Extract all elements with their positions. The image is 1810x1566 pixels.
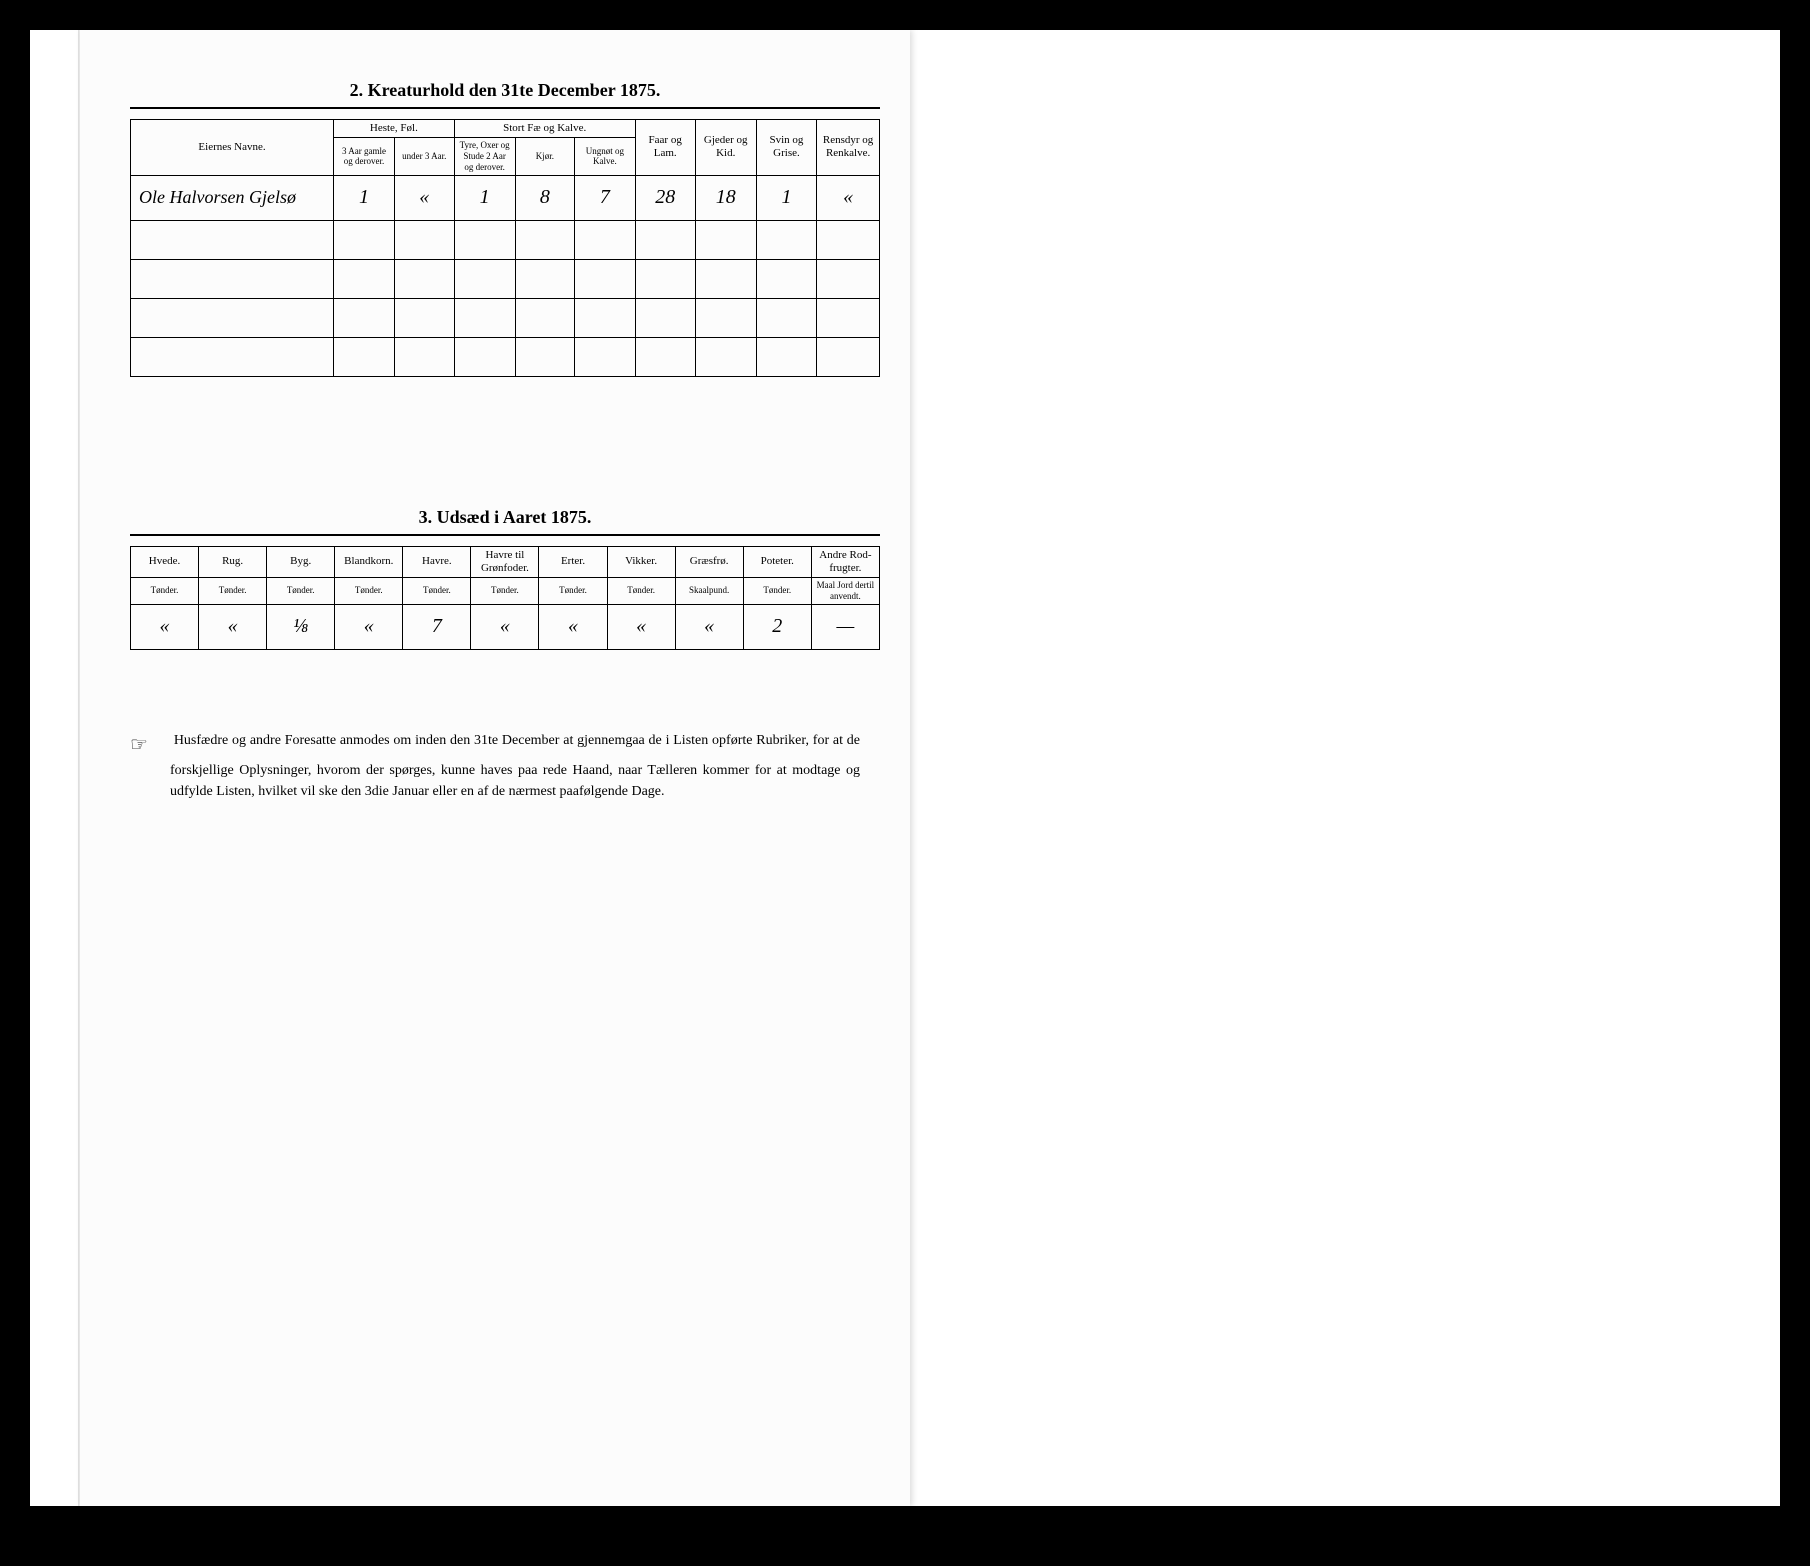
cell-vetch: « [607,604,675,649]
cell-horses-a: 1 [334,175,395,220]
th-cattle-b: Kjør. [515,138,575,175]
th-pigs: Svin og Grise. [756,120,817,176]
th-unit: Tønder. [335,577,403,604]
th-sheep: Faar og Lam. [635,120,695,176]
cell-potato: 2 [743,604,811,649]
th-unit: Tønder. [403,577,471,604]
th-grass: Græsfrø. [675,546,743,577]
cell-root: — [811,604,879,649]
cell-sheep: 28 [635,175,695,220]
cell-cattle-b: 8 [515,175,575,220]
th-vetch: Vikker. [607,546,675,577]
cell-pigs: 1 [756,175,817,220]
cell-oats: 7 [403,604,471,649]
th-cattle-c: Ungnøt og Kalve. [575,138,636,175]
th-cattle: Stort Fæ og Kalve. [454,120,635,138]
th-barley: Byg. [267,546,335,577]
instruction-note: ☞ Husfædre og andre Foresatte anmodes om… [170,730,860,802]
th-owner: Eiernes Navne. [131,120,334,176]
section3-rule [130,534,880,536]
th-unit: Maal Jord dertil anvendt. [811,577,879,604]
th-unit: Tønder. [743,577,811,604]
cell-cattle-a: 1 [454,175,515,220]
cell-mixed: « [335,604,403,649]
table-row: « « ⅛ « 7 « « « « 2 — [131,604,880,649]
table-row: Ole Halvorsen Gjelsø 1 « 1 8 7 28 18 1 « [131,175,880,220]
sowing-table: Hvede. Rug. Byg. Blandkorn. Havre. Havre… [130,546,880,650]
th-unit: Tønder. [539,577,607,604]
livestock-table: Eiernes Navne. Heste, Føl. Stort Fæ og K… [130,119,880,377]
th-horses: Heste, Føl. [334,120,455,138]
table-row [131,298,880,337]
instruction-text: Husfædre og andre Foresatte anmodes om i… [170,733,860,799]
cell-horses-b: « [394,175,454,220]
th-unit: Tønder. [267,577,335,604]
scan-background: 2. Kreaturhold den 31te December 1875. E… [30,30,1780,1506]
th-peas: Erter. [539,546,607,577]
cell-goats: 18 [695,175,756,220]
cell-rye: « [199,604,267,649]
cell-wheat: « [131,604,199,649]
table-row [131,337,880,376]
section2-title: 2. Kreaturhold den 31te December 1875. [130,80,880,101]
cell-owner: Ole Halvorsen Gjelsø [131,175,334,220]
th-unit: Tønder. [607,577,675,604]
cell-green: « [471,604,539,649]
table-row [131,259,880,298]
cell-grass: « [675,604,743,649]
cell-barley: ⅛ [267,604,335,649]
th-unit: Skaalpund. [675,577,743,604]
th-reindeer: Rensdyr og Renkalve. [817,120,880,176]
th-unit: Tønder. [471,577,539,604]
th-potato: Poteter. [743,546,811,577]
section-gap [130,377,880,497]
th-rye: Rug. [199,546,267,577]
th-goats: Gjeder og Kid. [695,120,756,176]
table-row [131,220,880,259]
th-wheat: Hvede. [131,546,199,577]
th-oats: Havre. [403,546,471,577]
section3-title: 3. Udsæd i Aaret 1875. [130,507,880,528]
th-horses-b: under 3 Aar. [394,138,454,175]
th-root: Andre Rod-frugter. [811,546,879,577]
th-horses-a: 3 Aar gamle og derover. [334,138,395,175]
cell-reindeer: « [817,175,880,220]
section2-rule [130,107,880,109]
document-page: 2. Kreaturhold den 31te December 1875. E… [80,30,910,1506]
cell-peas: « [539,604,607,649]
th-unit: Tønder. [199,577,267,604]
th-mixed: Blandkorn. [335,546,403,577]
cell-cattle-c: 7 [575,175,636,220]
pointing-hand-icon: ☞ [130,730,166,760]
th-green: Havre til Grønfoder. [471,546,539,577]
th-cattle-a: Tyre, Oxer og Stude 2 Aar og derover. [454,138,515,175]
th-unit: Tønder. [131,577,199,604]
